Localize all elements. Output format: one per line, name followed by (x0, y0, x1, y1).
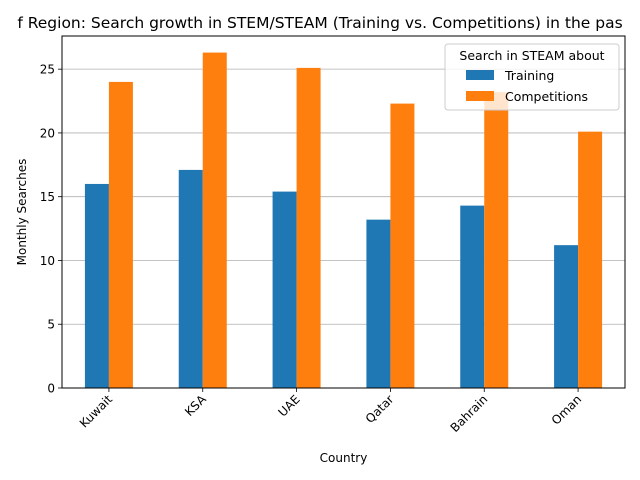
bar-competitions-uae (296, 67, 321, 388)
bar-training-uae (272, 191, 297, 388)
legend-swatch-training (466, 70, 494, 80)
bars (84, 52, 603, 389)
legend-label-competitions: Competitions (505, 89, 588, 104)
legend-title: Search in STEAM about (459, 48, 604, 63)
y-tick-label: 10 (40, 254, 55, 268)
y-gridlines (62, 68, 625, 389)
bar-competitions-bahrain (484, 92, 509, 389)
x-tick-label: UAE (275, 392, 302, 419)
legend-swatch-competitions (466, 91, 494, 101)
bar-training-oman (554, 245, 579, 388)
bar-training-bahrain (460, 205, 485, 388)
y-axis: 0 5 10 15 20 25 (40, 63, 62, 396)
bar-training-qatar (366, 219, 391, 388)
x-tick-label: KSA (182, 392, 209, 419)
x-axis: Kuwait KSA UAE Qatar Bahrain Oman (77, 388, 584, 435)
bar-competitions-qatar (390, 103, 415, 388)
x-tick-label: Oman (549, 392, 584, 427)
chart-title: f Region: Search growth in STEM/STEAM (T… (17, 14, 622, 32)
y-tick-label: 15 (40, 190, 55, 204)
y-tick-label: 20 (40, 126, 55, 140)
bar-training-ksa (178, 169, 203, 388)
x-axis-label: Country (320, 451, 368, 465)
bar-competitions-kuwait (108, 81, 133, 389)
bar-competitions-oman (578, 131, 603, 389)
y-tick-label: 0 (47, 382, 55, 396)
y-axis-label: Monthly Searches (15, 159, 29, 266)
legend-label-training: Training (504, 68, 554, 83)
bar-training-kuwait (84, 183, 109, 388)
x-tick-label: Kuwait (77, 392, 115, 430)
plot-frame (61, 35, 626, 389)
bar-competitions-ksa (202, 52, 227, 388)
x-tick-label: Qatar (363, 392, 397, 426)
y-tick-label: 25 (40, 63, 55, 77)
x-tick-label: Bahrain (448, 392, 491, 435)
y-tick-label: 5 (47, 318, 55, 332)
legend: Search in STEAM about Training Competiti… (444, 43, 620, 111)
